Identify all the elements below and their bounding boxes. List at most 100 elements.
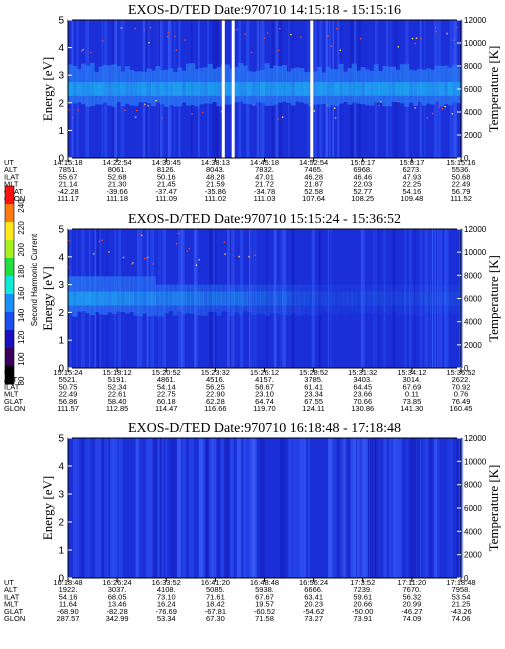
colorbar-tick-label: 160 [17, 286, 26, 300]
data-point [122, 256, 125, 259]
band-segment [408, 284, 414, 315]
data-point [378, 104, 380, 107]
ut-tick-label: 17:11:20 [398, 578, 427, 587]
band-core [413, 291, 418, 306]
ut-tick-label: 16:33:52 [152, 578, 181, 587]
heatmap-streak [157, 438, 160, 578]
band-segment [452, 284, 458, 314]
heatmap-streak [390, 438, 395, 578]
heatmap-streak [82, 438, 84, 578]
heatmap-texture [72, 438, 464, 578]
colorbar-tick-label: 80 [17, 376, 26, 385]
band-segment [286, 71, 292, 103]
band-segment [72, 276, 78, 317]
orbit-value: 22.90 [206, 390, 225, 399]
band-core [421, 291, 427, 306]
heatmap-streak [104, 438, 108, 578]
y2-tick-label: 10000 [464, 248, 487, 257]
y-tick-label: 2 [58, 308, 64, 319]
orbit-value: 21.72 [255, 180, 274, 189]
band-core [120, 291, 126, 306]
band-core [268, 82, 274, 96]
data-point [326, 104, 329, 106]
band-segment [225, 284, 231, 312]
heatmap-streak [217, 438, 221, 578]
band-core [264, 291, 270, 306]
data-point [359, 38, 362, 40]
y2-tick-label: 8000 [464, 271, 482, 280]
orbit-value: 5191. [108, 375, 127, 384]
band-segment [185, 284, 191, 314]
heatmap-streak [291, 229, 295, 368]
data-point [147, 105, 149, 107]
band-segment [316, 284, 322, 315]
heatmap-streak [433, 438, 440, 578]
energy-band [68, 62, 462, 107]
heatmap-streak [360, 438, 363, 578]
data-point [397, 46, 400, 48]
data-point [167, 31, 169, 34]
heatmap-streak [84, 438, 91, 578]
band-core [316, 291, 322, 306]
orbit-value: 20.99 [402, 600, 421, 609]
orbit-value: 21.30 [108, 180, 127, 189]
heatmap-streak [311, 229, 315, 368]
band-core [299, 82, 305, 96]
heatmap-streak [299, 438, 305, 578]
band-segment [369, 284, 375, 314]
data-point [339, 49, 342, 51]
band-core [421, 82, 427, 96]
band-core [282, 82, 287, 96]
ut-tick-label: 15:15:24 [53, 368, 82, 377]
orbit-value: 53.54 [452, 592, 471, 601]
band-core [229, 291, 235, 306]
chart-title: EXOS-D/TED Date:970710 16:18:48 - 17:18:… [128, 421, 401, 436]
data-point [98, 240, 101, 243]
band-segment [251, 71, 257, 106]
band-segment [312, 284, 318, 316]
band-segment [164, 69, 170, 107]
band-segment [216, 67, 222, 107]
band-core [233, 291, 239, 306]
orbit-value: 8043. [206, 165, 225, 174]
orbit-value: 22.03 [353, 180, 372, 189]
data-gap [310, 20, 314, 158]
band-segment [190, 63, 196, 105]
y-tick-label: 1 [58, 126, 64, 137]
band-segment [172, 284, 178, 316]
heatmap-streak [254, 438, 258, 578]
heatmap-streak [194, 229, 198, 368]
data-point [426, 117, 429, 119]
orbit-value: 48.28 [206, 172, 225, 181]
heatmap-streak [97, 438, 102, 578]
band-segment [129, 276, 135, 312]
band-segment [325, 284, 331, 313]
orbit-row-label: MLT [4, 390, 19, 399]
band-segment [282, 284, 287, 315]
heatmap-streak [135, 438, 139, 578]
band-segment [260, 284, 266, 315]
band-core [242, 291, 248, 306]
band-core [102, 82, 108, 96]
heatmap-streak [373, 229, 375, 368]
band-core [111, 291, 117, 306]
band-core [399, 291, 405, 306]
band-segment [264, 63, 270, 106]
band-segment [212, 284, 218, 312]
orbit-value: 3403. [353, 375, 372, 384]
orbit-value: 5536. [452, 165, 471, 174]
band-core [116, 82, 121, 96]
orbit-value: 342.99 [106, 614, 129, 623]
panel-3: EXOS-D/TED Date:970710 16:18:48 - 17:18:… [4, 421, 501, 623]
orbit-value: 22.61 [108, 390, 127, 399]
heatmap-streak [252, 438, 256, 578]
heatmap-streak [145, 438, 149, 578]
data-point [446, 32, 448, 35]
data-point [130, 263, 133, 265]
band-core [334, 291, 340, 306]
heatmap-streak [280, 229, 282, 368]
band-core [242, 82, 248, 96]
band-core [190, 291, 196, 306]
y-axis-label: Energy [eV] [40, 476, 55, 540]
orbit-value: 73.27 [304, 614, 323, 623]
